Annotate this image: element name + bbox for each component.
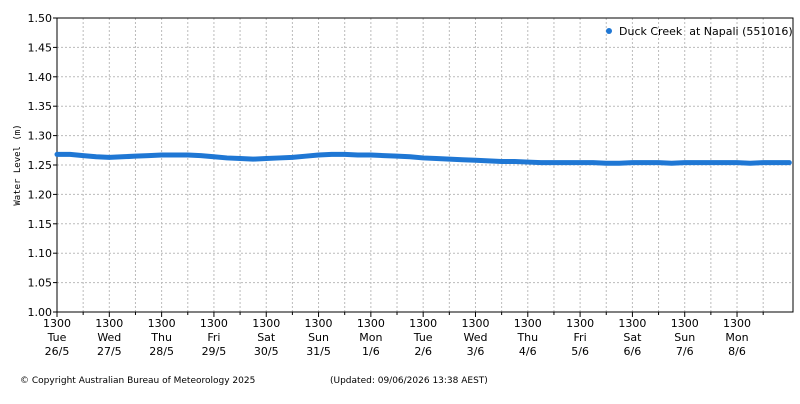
y-tick-label: 1.15 (28, 218, 53, 231)
x-tick-label: Sun (308, 331, 329, 344)
x-tick-label: 4/6 (519, 345, 537, 358)
x-tick-label: 1/6 (362, 345, 380, 358)
x-tick-label: Mon (725, 331, 748, 344)
y-tick-label: 1.50 (28, 12, 53, 25)
x-tick-label: Thu (516, 331, 538, 344)
x-tick-label: 28/5 (149, 345, 174, 358)
y-tick-label: 1.05 (28, 277, 53, 290)
x-tick-label: 1300 (514, 317, 542, 330)
x-tick-label: Thu (150, 331, 172, 344)
x-tick-label: 27/5 (97, 345, 122, 358)
x-tick-label: 30/5 (254, 345, 279, 358)
y-tick-label: 1.35 (28, 100, 53, 113)
x-tick-label: Sun (674, 331, 695, 344)
x-tick-label: 1300 (566, 317, 594, 330)
plot-border (56, 17, 794, 313)
series-line (54, 151, 792, 166)
x-tick-label: 1300 (305, 317, 333, 330)
x-tick-label: 5/6 (571, 345, 589, 358)
x-tick-label: 8/6 (728, 345, 746, 358)
x-tick-label: 1300 (148, 317, 176, 330)
y-tick-label: 1.20 (28, 188, 53, 201)
x-tick-label: 1300 (95, 317, 123, 330)
x-tick-label: Tue (47, 331, 67, 344)
x-tick-label: 6/6 (624, 345, 642, 358)
x-tick-label: 1300 (723, 317, 751, 330)
x-tick-label: 1300 (409, 317, 437, 330)
y-tick-label: 1.25 (28, 159, 53, 172)
x-tick-label: Fri (574, 331, 587, 344)
y-tick-label: 1.40 (28, 71, 53, 84)
x-tick-label: 1300 (43, 317, 71, 330)
x-tick-label: 1300 (671, 317, 699, 330)
y-tick-label: 1.10 (28, 247, 53, 260)
x-tick-label: 3/6 (467, 345, 485, 358)
x-tick-label: Sat (623, 331, 642, 344)
y-tick-label: 1.00 (28, 306, 53, 319)
x-tick-label: 1300 (618, 317, 646, 330)
x-tick-label: 26/5 (45, 345, 70, 358)
legend-marker (606, 28, 612, 34)
x-tick-label: Wed (463, 331, 487, 344)
x-tick-label: 2/6 (414, 345, 432, 358)
y-tick-label: 1.30 (28, 130, 53, 143)
x-tick-label: 1300 (200, 317, 228, 330)
x-tick-label: 1300 (357, 317, 385, 330)
x-tick-label: Wed (97, 331, 121, 344)
y-tick-label: 1.45 (28, 41, 53, 54)
x-tick-label: 31/5 (306, 345, 331, 358)
x-tick-label: 29/5 (202, 345, 227, 358)
x-tick-label: Fri (207, 331, 220, 344)
x-tick-label: 1300 (252, 317, 280, 330)
x-tick-label: Sat (257, 331, 276, 344)
copyright: © Copyright Australian Bureau of Meteoro… (20, 376, 255, 386)
x-tick-label: 7/6 (676, 345, 694, 358)
updated: (Updated: 09/06/2026 13:38 AEST) (330, 376, 488, 386)
x-tick-label: Mon (359, 331, 382, 344)
y-axis-label: Water Level (m) (13, 124, 23, 205)
x-tick-label: Tue (413, 331, 433, 344)
legend-label: Duck Creek at Napali (551016) (619, 25, 793, 38)
x-tick-label: 1300 (461, 317, 489, 330)
